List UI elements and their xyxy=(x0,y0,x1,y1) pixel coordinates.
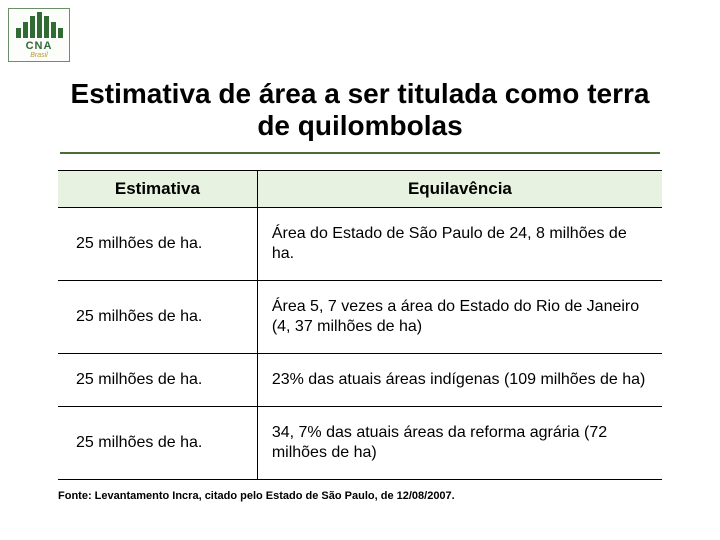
comparison-table: Estimativa Equilavência 25 milhões de ha… xyxy=(58,170,662,480)
source-citation: Fonte: Levantamento Incra, citado pelo E… xyxy=(58,490,662,502)
table-row: 25 milhões de ha. 23% das atuais áreas i… xyxy=(58,354,662,407)
logo: CNA Brasil xyxy=(8,8,70,62)
col-header-equivalencia: Equilavência xyxy=(257,171,662,208)
cell-equivalence: Área do Estado de São Paulo de 24, 8 mil… xyxy=(257,208,662,281)
logo-bars-icon xyxy=(16,12,63,38)
cell-estimate: 25 milhões de ha. xyxy=(58,354,257,407)
col-header-estimativa: Estimativa xyxy=(58,171,257,208)
cell-equivalence: Área 5, 7 vezes a área do Estado do Rio … xyxy=(257,281,662,354)
cell-equivalence: 34, 7% das atuais áreas da reforma agrár… xyxy=(257,407,662,480)
cell-equivalence: 23% das atuais áreas indígenas (109 milh… xyxy=(257,354,662,407)
title-underline xyxy=(60,152,660,154)
table-row: 25 milhões de ha. Área do Estado de São … xyxy=(58,208,662,281)
cell-estimate: 25 milhões de ha. xyxy=(58,208,257,281)
table-row: 25 milhões de ha. Área 5, 7 vezes a área… xyxy=(58,281,662,354)
cell-estimate: 25 milhões de ha. xyxy=(58,281,257,354)
logo-subtext: Brasil xyxy=(30,52,48,59)
logo-abbr: CNA xyxy=(26,40,53,52)
table-row: 25 milhões de ha. 34, 7% das atuais área… xyxy=(58,407,662,480)
cell-estimate: 25 milhões de ha. xyxy=(58,407,257,480)
page-title: Estimativa de área a ser titulada como t… xyxy=(0,0,720,152)
